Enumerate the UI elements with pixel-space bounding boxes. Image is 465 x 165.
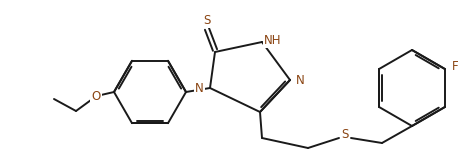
Text: O: O	[92, 90, 100, 103]
Text: F: F	[452, 60, 458, 72]
Text: S: S	[203, 14, 211, 27]
Text: S: S	[341, 129, 349, 142]
Text: N: N	[296, 73, 305, 86]
Text: NH: NH	[264, 33, 281, 47]
Text: N: N	[195, 82, 204, 95]
